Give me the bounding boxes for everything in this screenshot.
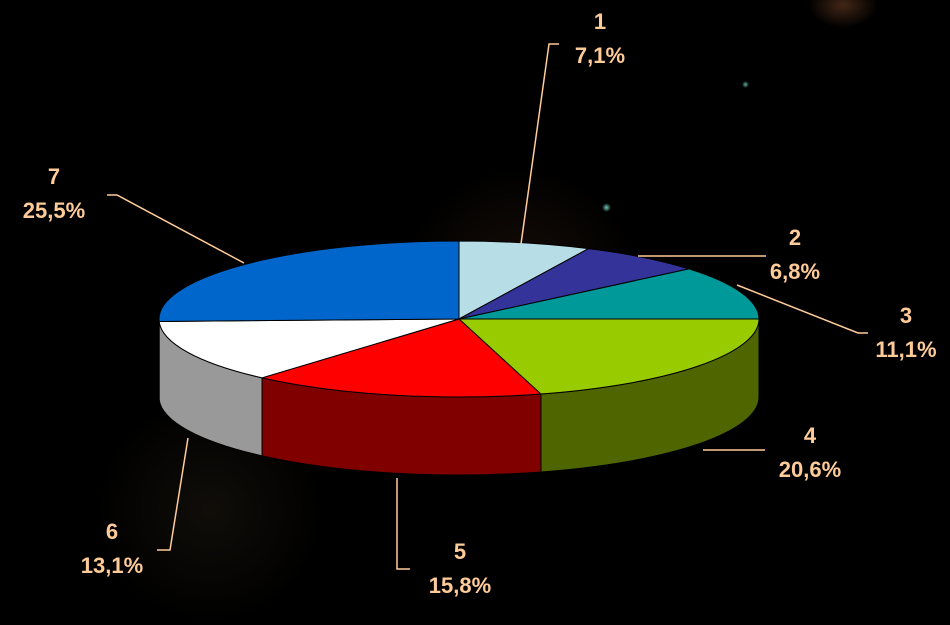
leader-line-5 [397, 478, 410, 569]
value-label-2: 6,8% [770, 259, 820, 284]
category-label-7: 7 [48, 164, 60, 189]
category-label-1: 1 [594, 9, 606, 34]
chart-stage: 1 7,1% 2 6,8% 3 11,1% 4 20,6% 5 15,8% 6 13,1% 7 25,5% [0, 0, 950, 603]
value-label-7: 25,5% [23, 198, 85, 223]
pie-slice-7 [159, 241, 459, 321]
pie-tops [159, 241, 759, 397]
value-label-1: 7,1% [575, 43, 625, 68]
leader-line-1 [521, 44, 559, 244]
pie-chart: 1 7,1% 2 6,8% 3 11,1% 4 20,6% 5 15,8% 6 13,1% 7 25,5% [0, 0, 950, 603]
leader-line-7 [107, 195, 244, 263]
value-label-4: 20,6% [779, 457, 841, 482]
category-label-6: 6 [106, 519, 118, 544]
value-label-5: 15,8% [429, 573, 491, 598]
category-label-3: 3 [900, 303, 912, 328]
leader-line-6 [157, 438, 188, 550]
value-label-6: 13,1% [81, 553, 143, 578]
category-label-5: 5 [454, 539, 466, 564]
category-label-4: 4 [804, 423, 817, 448]
value-label-3: 11,1% [875, 337, 936, 362]
category-label-2: 2 [789, 225, 801, 250]
